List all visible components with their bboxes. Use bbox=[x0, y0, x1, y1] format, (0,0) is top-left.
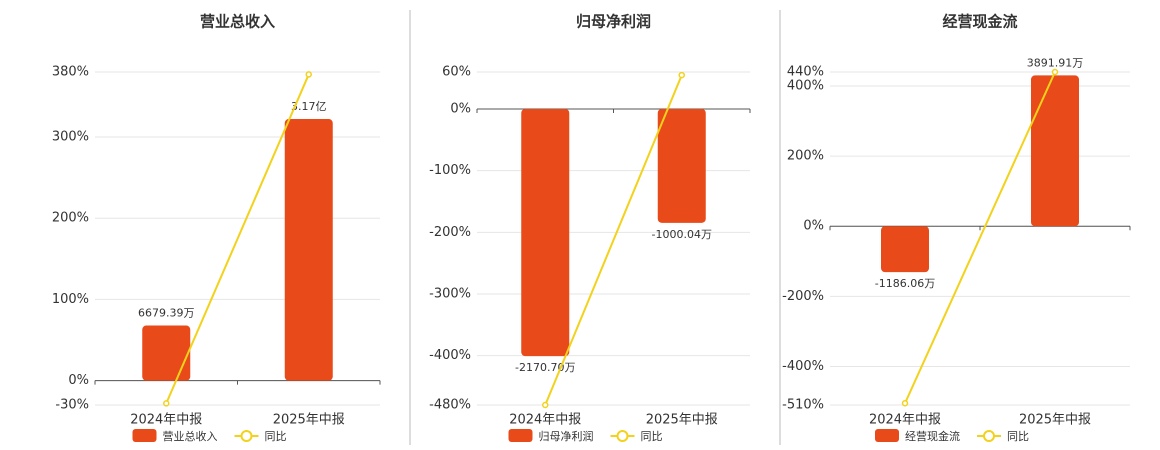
bar bbox=[657, 109, 706, 223]
y-tick-label: -400% bbox=[782, 359, 824, 374]
y-tick-label: 0% bbox=[803, 219, 824, 234]
legend-label: 经营现金流 bbox=[905, 429, 960, 443]
y-tick-label: 100% bbox=[52, 292, 89, 307]
y-tick-label: 440% bbox=[787, 65, 824, 80]
y-tick-label: -200% bbox=[782, 289, 824, 304]
y-tick-label: -510% bbox=[782, 398, 824, 413]
legend-swatch bbox=[132, 429, 157, 442]
y-tick-label: 0% bbox=[68, 373, 89, 388]
y-tick-label: -300% bbox=[429, 287, 471, 302]
legend-label: 营业总收入 bbox=[163, 429, 218, 443]
bar-value-label: -1186.06万 bbox=[875, 277, 935, 290]
yoy-point bbox=[305, 71, 312, 78]
y-tick-label: -30% bbox=[55, 398, 89, 413]
bar-value-label: -1000.04万 bbox=[652, 228, 712, 241]
bar-value-label: 6679.39万 bbox=[138, 307, 195, 320]
chart-title: 营业总收入 bbox=[200, 13, 275, 31]
y-tick-label: -200% bbox=[429, 225, 471, 240]
bar bbox=[521, 109, 570, 357]
legend-label: 归母净利润 bbox=[539, 429, 594, 443]
y-tick-label: -100% bbox=[429, 163, 471, 178]
yoy-point bbox=[163, 400, 170, 407]
legend-label: 同比 bbox=[1007, 430, 1029, 443]
y-tick-label: -400% bbox=[429, 348, 471, 363]
x-tick-label: 2025年中报 bbox=[646, 413, 718, 428]
bar bbox=[881, 226, 929, 273]
legend-swatch bbox=[240, 430, 253, 442]
bar bbox=[1031, 75, 1079, 227]
bar-value-label: 3891.91万 bbox=[1027, 56, 1084, 69]
legend-swatch bbox=[875, 429, 899, 442]
yoy-point bbox=[1051, 68, 1059, 76]
legend-swatch bbox=[508, 429, 533, 442]
y-tick-label: 200% bbox=[52, 211, 89, 226]
chart-title: 归母净利润 bbox=[576, 13, 651, 31]
legend-label: 同比 bbox=[265, 430, 287, 443]
x-tick-label: 2025年中报 bbox=[1019, 413, 1091, 428]
y-tick-label: 380% bbox=[52, 65, 89, 80]
bar-value-label: -2170.70万 bbox=[515, 361, 575, 374]
y-tick-label: -480% bbox=[429, 398, 471, 413]
y-tick-label: 200% bbox=[787, 149, 824, 164]
yoy-line bbox=[904, 71, 1056, 404]
legend-swatch bbox=[616, 430, 629, 442]
x-tick-label: 2025年中报 bbox=[273, 413, 345, 428]
y-tick-label: 60% bbox=[442, 65, 471, 80]
x-tick-label: 2024年中报 bbox=[130, 413, 202, 428]
yoy-point bbox=[542, 401, 549, 409]
y-tick-label: 400% bbox=[787, 79, 824, 94]
yoy-line bbox=[544, 74, 683, 406]
yoy-point bbox=[901, 399, 909, 407]
legend-label: 同比 bbox=[641, 430, 663, 443]
yoy-point bbox=[678, 71, 685, 79]
bar bbox=[284, 119, 333, 381]
x-tick-label: 2024年中报 bbox=[869, 413, 941, 428]
bar-value-label: 3.17亿 bbox=[291, 100, 327, 113]
yoy-line bbox=[165, 74, 310, 404]
chart-title: 经营现金流 bbox=[942, 13, 1017, 31]
x-tick-label: 2024年中报 bbox=[509, 413, 581, 428]
legend-swatch bbox=[983, 430, 995, 442]
bar bbox=[142, 325, 191, 381]
y-tick-label: 300% bbox=[52, 129, 89, 144]
y-tick-label: 0% bbox=[450, 102, 471, 117]
